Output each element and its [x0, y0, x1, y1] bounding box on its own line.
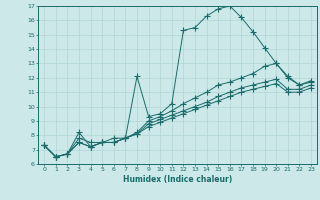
X-axis label: Humidex (Indice chaleur): Humidex (Indice chaleur) — [123, 175, 232, 184]
